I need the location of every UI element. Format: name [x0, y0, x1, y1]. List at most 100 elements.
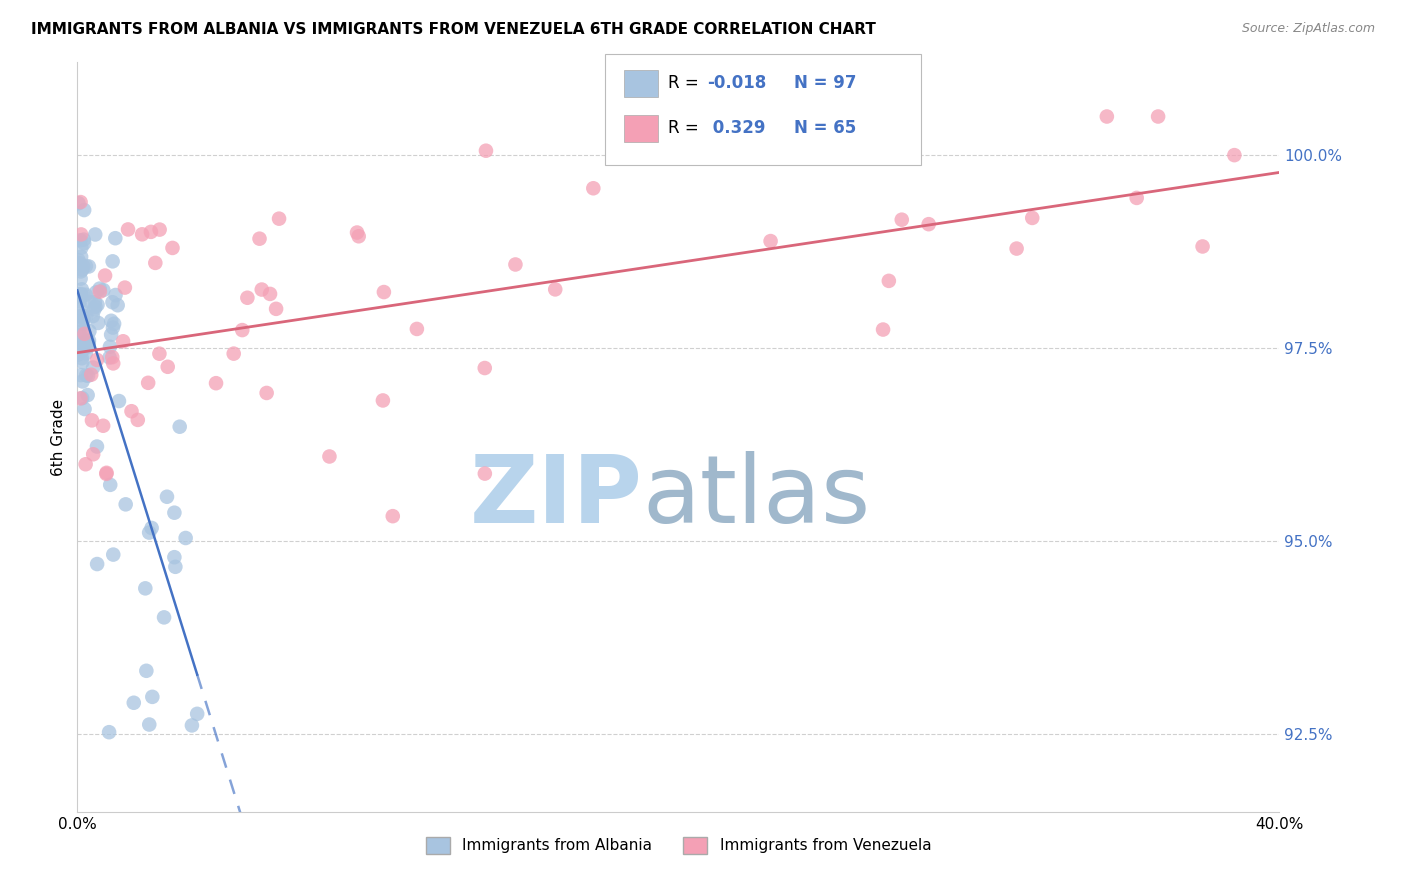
Point — [143, 256, 166, 270]
Point — [94, 268, 117, 283]
Point — [83, 302, 105, 317]
Point — [117, 222, 139, 236]
Point — [872, 322, 894, 336]
Point — [236, 291, 259, 305]
Point — [70, 250, 93, 264]
Point — [108, 394, 131, 409]
Point — [70, 227, 93, 242]
Point — [163, 506, 186, 520]
Legend: Immigrants from Albania, Immigrants from Venezuela: Immigrants from Albania, Immigrants from… — [419, 830, 938, 860]
Point — [86, 352, 108, 367]
Point — [72, 343, 94, 358]
Point — [1125, 191, 1147, 205]
Point — [318, 450, 340, 464]
Text: ZIP: ZIP — [470, 451, 643, 543]
Point — [72, 355, 94, 369]
Point — [75, 346, 97, 360]
Point — [75, 287, 97, 301]
Point — [505, 258, 527, 272]
Point — [131, 227, 153, 242]
Point — [169, 419, 191, 434]
Point — [149, 222, 172, 236]
Point — [371, 393, 394, 408]
Point — [67, 326, 90, 340]
Point — [890, 212, 912, 227]
Point — [101, 350, 124, 364]
Point — [346, 226, 368, 240]
Point — [72, 317, 94, 331]
Point — [73, 335, 96, 350]
Point — [82, 309, 104, 323]
Point — [77, 368, 100, 383]
Point — [406, 322, 429, 336]
Point — [205, 376, 228, 391]
Point — [72, 312, 94, 326]
Point — [122, 696, 145, 710]
Point — [103, 548, 125, 562]
Point — [138, 717, 160, 731]
Point — [114, 497, 136, 511]
Y-axis label: 6th Grade: 6th Grade — [51, 399, 66, 475]
Point — [70, 262, 93, 277]
Point — [153, 610, 176, 624]
Point — [222, 346, 245, 360]
Point — [101, 295, 124, 310]
Point — [101, 254, 124, 268]
Point — [877, 274, 900, 288]
Point — [75, 259, 97, 273]
Point — [267, 211, 290, 226]
Point — [84, 227, 107, 242]
Point — [114, 280, 136, 294]
Point — [381, 509, 404, 524]
Point — [73, 236, 96, 251]
Point — [72, 259, 94, 273]
Point — [73, 337, 96, 351]
Point — [72, 313, 94, 327]
Point — [77, 334, 100, 348]
Point — [86, 440, 108, 454]
Point — [475, 144, 498, 158]
Point — [69, 294, 91, 309]
Point — [96, 467, 118, 481]
Point — [98, 725, 121, 739]
Point — [69, 264, 91, 278]
Point — [89, 285, 111, 299]
Point — [107, 298, 129, 312]
Point — [1005, 242, 1028, 256]
Point — [100, 314, 122, 328]
Point — [93, 283, 115, 297]
Point — [83, 295, 105, 310]
Point — [474, 467, 496, 481]
Point — [156, 359, 179, 374]
Point — [77, 336, 100, 351]
Text: -0.018: -0.018 — [707, 74, 766, 92]
Point — [75, 309, 97, 323]
Point — [256, 386, 278, 401]
Point — [96, 466, 118, 480]
Point — [84, 285, 107, 300]
Point — [103, 317, 125, 331]
Point — [77, 294, 100, 309]
Point — [70, 351, 93, 366]
Point — [75, 457, 97, 471]
Point — [1223, 148, 1246, 162]
Point — [100, 327, 122, 342]
Text: IMMIGRANTS FROM ALBANIA VS IMMIGRANTS FROM VENEZUELA 6TH GRADE CORRELATION CHART: IMMIGRANTS FROM ALBANIA VS IMMIGRANTS FR… — [31, 22, 876, 37]
Point — [75, 334, 97, 349]
Point — [72, 339, 94, 353]
Point — [141, 521, 163, 535]
Point — [72, 288, 94, 302]
Point — [69, 290, 91, 304]
Point — [67, 287, 90, 301]
Point — [162, 241, 184, 255]
Point — [86, 557, 108, 571]
Point — [759, 234, 782, 248]
Point — [165, 559, 187, 574]
Point — [70, 301, 93, 315]
Point — [72, 309, 94, 323]
Point — [98, 478, 121, 492]
Point — [174, 531, 197, 545]
Point — [75, 368, 97, 383]
Point — [73, 233, 96, 247]
Point — [69, 309, 91, 323]
